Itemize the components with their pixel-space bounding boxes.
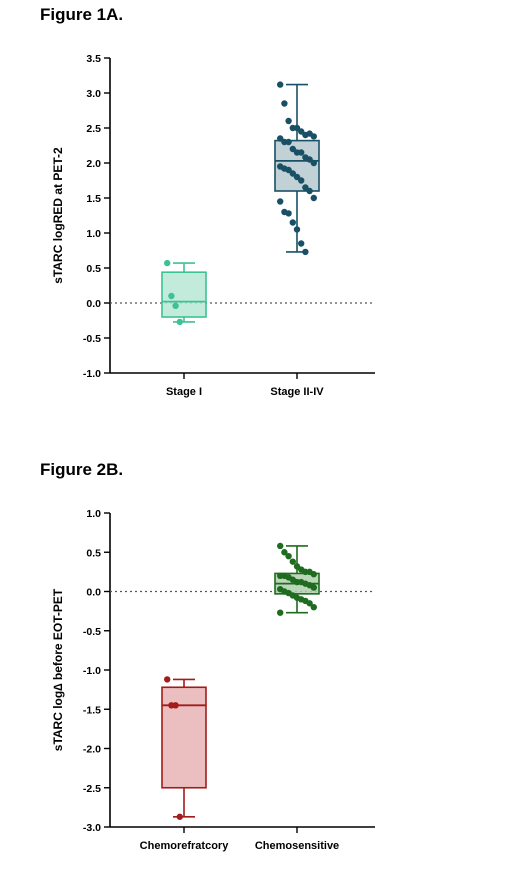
y-tick-label: 0.5 [86, 263, 101, 275]
data-point [277, 542, 284, 550]
data-point [285, 210, 292, 217]
data-point [285, 117, 292, 125]
data-point [164, 676, 171, 683]
y-tick-label: 0.0 [86, 298, 101, 310]
data-point [277, 135, 284, 142]
data-point [289, 219, 296, 226]
data-point [172, 302, 179, 309]
data-point [289, 558, 296, 565]
y-tick-label: 1.0 [86, 508, 101, 520]
y-tick-label: 1.5 [86, 193, 101, 205]
data-point [281, 549, 288, 556]
data-point [281, 100, 288, 107]
box-iqr [161, 686, 207, 789]
y-tick-label: -1.0 [83, 665, 101, 677]
data-point [310, 584, 317, 591]
data-point [302, 248, 309, 256]
x-tick-label: Stage I [166, 386, 202, 398]
data-point [277, 609, 284, 616]
x-tick-label: Chemosensitive [255, 840, 339, 852]
data-point [293, 173, 301, 181]
y-tick-label: -1.5 [83, 704, 101, 716]
y-tick-label: 3.5 [86, 53, 101, 65]
data-point [285, 138, 292, 146]
data-point [164, 259, 171, 267]
x-tick-label: Stage II-IV [270, 386, 324, 398]
data-point [298, 177, 305, 184]
data-point [277, 198, 284, 205]
data-point [298, 128, 305, 135]
data-point [310, 194, 317, 202]
y-tick-label: -0.5 [83, 626, 101, 638]
data-point [310, 133, 317, 140]
data-point [176, 318, 183, 326]
figure-1a-chart: 3.5 3.0 2.5 2.0 1.5 1.0 0.5 0.0 -0.5 -1.0 sTARC lo… [51, 53, 375, 398]
data-point [310, 159, 317, 167]
data-point [298, 149, 305, 156]
data-point [176, 813, 183, 820]
figure-1a-title: Figure 1A. [40, 5, 124, 24]
y-tick-label: 0.5 [86, 547, 101, 559]
data-point [310, 571, 317, 578]
y-tick-label: -3.0 [83, 822, 101, 834]
y-axis-label: sTARC logRED at PET-2 [51, 147, 65, 284]
y-tick-label: 2.5 [86, 123, 101, 135]
data-point [302, 184, 309, 191]
figure-2b-title: Figure 2B. [40, 460, 124, 479]
data-point [293, 124, 301, 132]
y-tick-label: -2.5 [83, 783, 101, 795]
data-point [172, 702, 179, 709]
y-tick-label: 3.0 [86, 88, 101, 100]
data-point [289, 170, 296, 177]
data-point [277, 81, 284, 88]
y-tick-label: 1.0 [86, 228, 101, 240]
y-tick-label: -2.0 [83, 744, 101, 756]
data-point [306, 600, 313, 607]
data-point [306, 187, 313, 195]
data-point [310, 604, 317, 611]
y-tick-label: 2.0 [86, 158, 101, 170]
y-tick-label: 0.0 [86, 587, 101, 599]
y-tick-label: -1.0 [83, 368, 101, 380]
data-point [289, 145, 296, 153]
data-point [285, 552, 292, 560]
data-point [285, 166, 292, 174]
data-point [306, 156, 313, 163]
y-tick-label: -0.5 [83, 333, 101, 345]
data-point [293, 226, 301, 233]
data-point [298, 240, 305, 247]
x-tick-label: Chemorefratcory [140, 840, 230, 852]
data-point [168, 292, 175, 300]
y-axis-label: sTARC log∆ before EOT-PET [51, 588, 65, 751]
